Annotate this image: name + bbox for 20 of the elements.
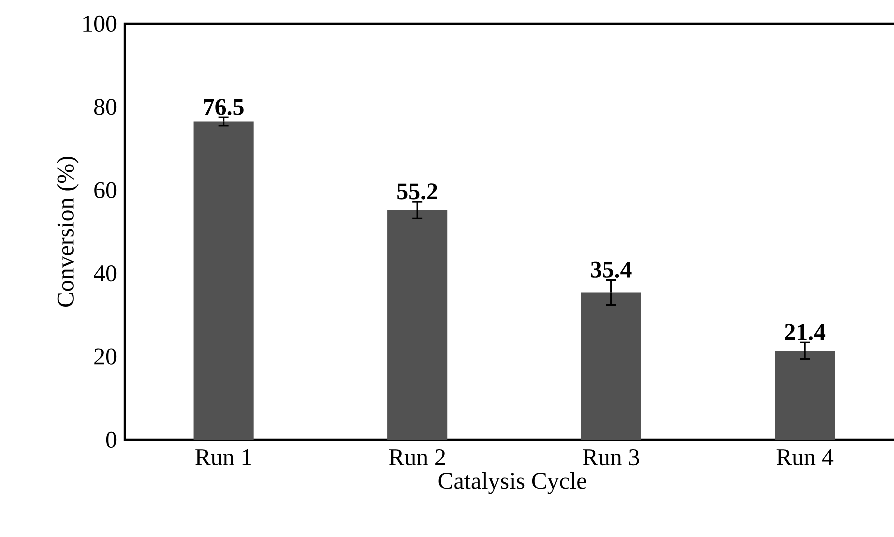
data-label: 76.5: [204, 99, 244, 116]
y-tick-label: 100: [84, 16, 117, 32]
y-tick-label: 0: [106, 432, 117, 448]
bar: [581, 292, 642, 440]
data-label: 55.2: [398, 184, 438, 200]
x-tick-label: Run 2: [389, 450, 446, 466]
y-tick-label: 80: [94, 99, 117, 116]
x-axis-title: Catalysis Cycle: [438, 472, 586, 494]
x-tick-label: Run 1: [196, 450, 252, 466]
bar: [194, 122, 254, 440]
y-tick-label: 20: [94, 348, 117, 365]
bar: [775, 350, 836, 440]
data-label: 35.4: [591, 262, 632, 278]
y-tick-label: 40: [94, 266, 117, 282]
x-tick-label: Run 4: [776, 450, 834, 466]
data-label: 21.4: [785, 324, 826, 340]
y-axis-title: Conversion (%): [57, 157, 79, 308]
bar: [388, 210, 448, 440]
x-tick-label: Run 3: [583, 450, 640, 466]
y-tick-label: 60: [94, 182, 117, 198]
